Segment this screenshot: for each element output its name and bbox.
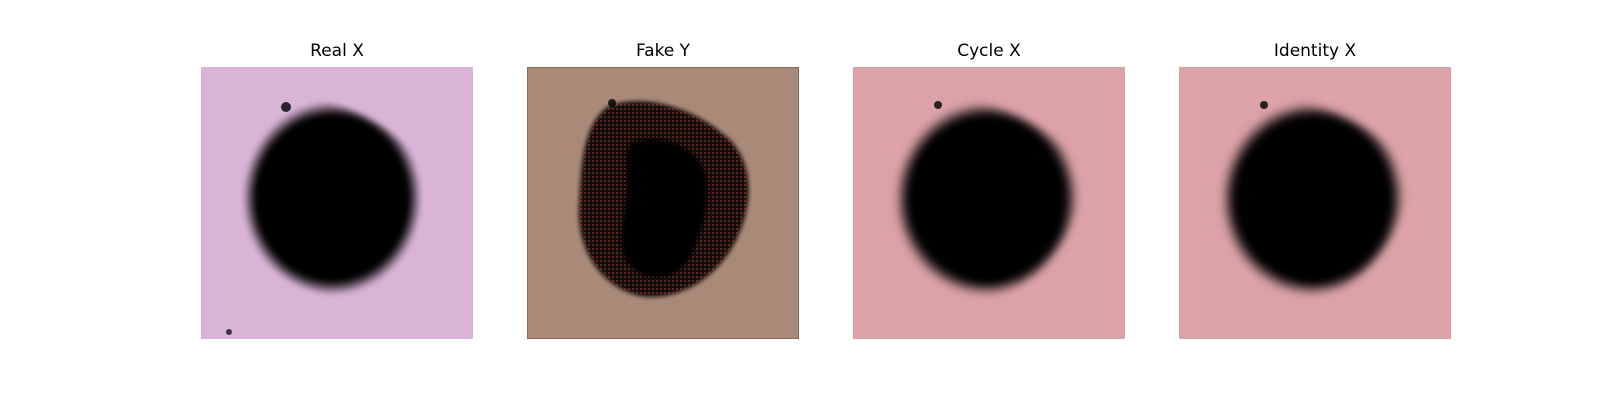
panel-real-x: Real X [201, 0, 473, 400]
panel-title: Real X [310, 41, 364, 61]
panel-cycle-x: Cycle X [853, 0, 1125, 400]
dermoscopy-lesion-identity-image [1179, 67, 1451, 339]
panel-title: Cycle X [957, 41, 1021, 61]
panel-title: Identity X [1273, 41, 1357, 61]
panel-fake-y: Fake Y [527, 0, 799, 400]
dermoscopy-lesion-real-image [201, 67, 473, 339]
dermoscopy-lesion-cycle-image [853, 67, 1125, 339]
dermoscopy-lesion-fake-image [527, 67, 799, 339]
panel-identity-x: Identity X [1179, 0, 1451, 400]
panel-title: Fake Y [635, 41, 691, 61]
